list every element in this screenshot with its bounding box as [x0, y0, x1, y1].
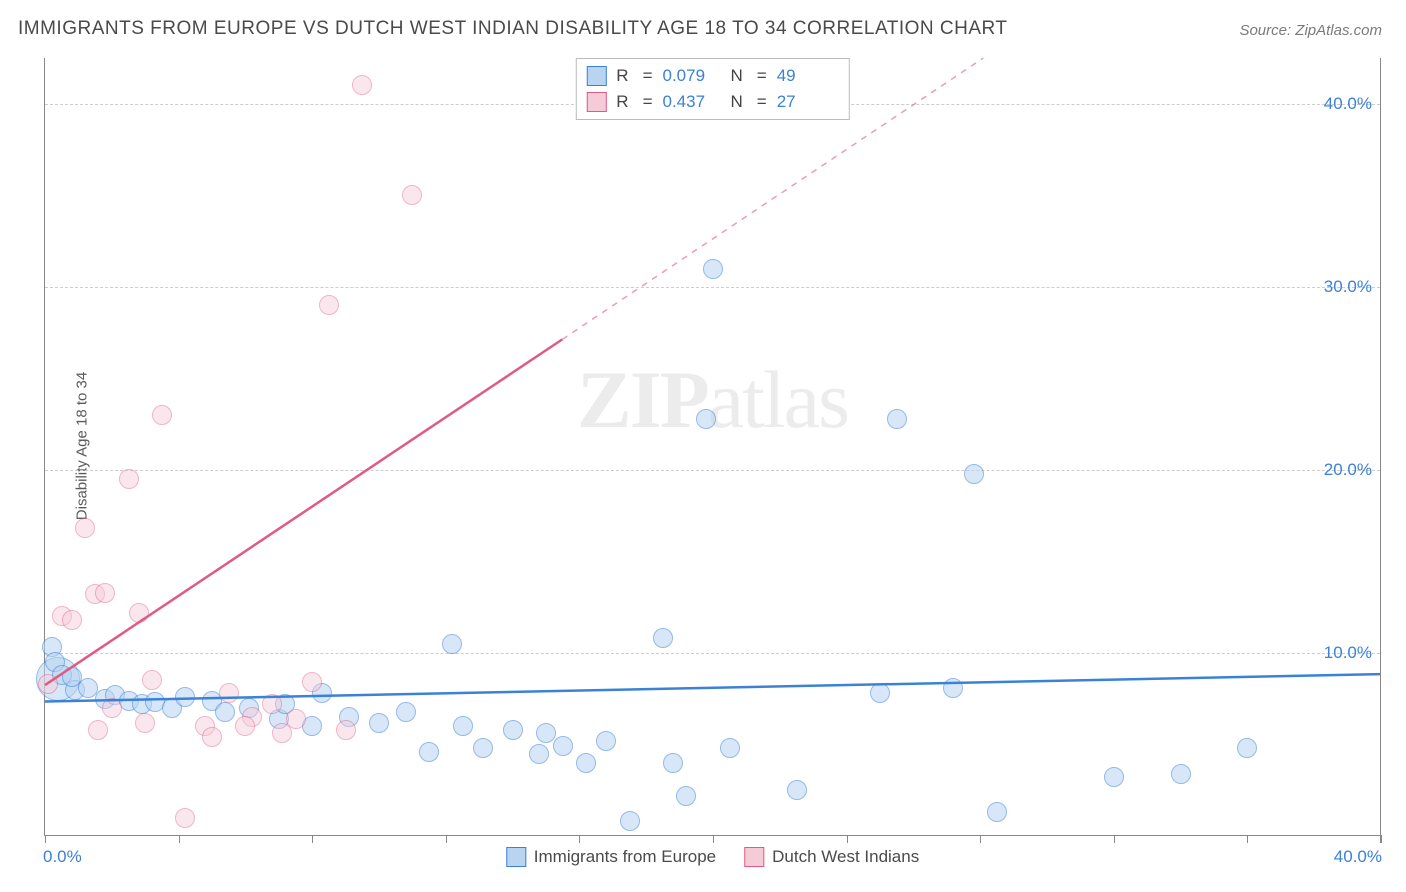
legend-eq: = [643, 89, 653, 115]
x-tick [713, 835, 714, 843]
x-tick [579, 835, 580, 843]
x-tick [45, 835, 46, 843]
legend-swatch [506, 847, 526, 867]
scatter-point [596, 731, 616, 751]
scatter-point [135, 713, 155, 733]
legend-swatch [586, 66, 606, 86]
scatter-point [175, 808, 195, 828]
scatter-point [696, 409, 716, 429]
x-tick [1381, 835, 1382, 843]
legend-eq: = [643, 63, 653, 89]
legend-item: Dutch West Indians [744, 847, 919, 867]
x-tick [446, 835, 447, 843]
chart-title: IMMIGRANTS FROM EUROPE VS DUTCH WEST IND… [18, 18, 1008, 40]
scatter-point [152, 405, 172, 425]
scatter-point [720, 738, 740, 758]
scatter-point [676, 786, 696, 806]
x-axis-min-label: 0.0% [43, 847, 82, 867]
legend-r-label: R [616, 89, 628, 115]
scatter-point [175, 687, 195, 707]
scatter-point [319, 295, 339, 315]
scatter-point [1104, 767, 1124, 787]
scatter-point [119, 469, 139, 489]
scatter-point [202, 727, 222, 747]
x-tick [1114, 835, 1115, 843]
scatter-point [473, 738, 493, 758]
x-tick [1247, 835, 1248, 843]
x-tick [847, 835, 848, 843]
legend-label: Dutch West Indians [772, 847, 919, 867]
scatter-point [964, 464, 984, 484]
legend-label: Immigrants from Europe [534, 847, 716, 867]
scatter-point [215, 702, 235, 722]
scatter-point [369, 713, 389, 733]
scatter-point [576, 753, 596, 773]
legend-eq: = [757, 63, 767, 89]
legend-r-value: 0.437 [663, 89, 721, 115]
scatter-point [262, 694, 282, 714]
scatter-point [503, 720, 523, 740]
scatter-point [38, 674, 58, 694]
legend-r-label: R [616, 63, 628, 89]
legend-n-value: 49 [777, 63, 835, 89]
scatter-point [1237, 738, 1257, 758]
legend-eq: = [757, 89, 767, 115]
scatter-point [336, 720, 356, 740]
legend-n-label: N [731, 63, 743, 89]
x-tick [980, 835, 981, 843]
scatter-point [88, 720, 108, 740]
scatter-point [235, 716, 255, 736]
legend-n-label: N [731, 89, 743, 115]
legend-swatch [586, 92, 606, 112]
scatter-points-layer [45, 58, 1380, 835]
scatter-point [703, 259, 723, 279]
x-tick [312, 835, 313, 843]
scatter-point [987, 802, 1007, 822]
x-tick [179, 835, 180, 843]
legend-row: R = 0.437 N = 27 [586, 89, 834, 115]
source-attribution: Source: ZipAtlas.com [1239, 22, 1382, 39]
scatter-point [453, 716, 473, 736]
legend-n-value: 27 [777, 89, 835, 115]
scatter-point [653, 628, 673, 648]
scatter-point [102, 698, 122, 718]
correlation-legend: R = 0.079 N = 49 R = 0.437 N = 27 [575, 58, 849, 120]
scatter-point [787, 780, 807, 800]
legend-item: Immigrants from Europe [506, 847, 716, 867]
scatter-point [142, 670, 162, 690]
legend-row: R = 0.079 N = 49 [586, 63, 834, 89]
legend-r-value: 0.079 [663, 63, 721, 89]
scatter-point [75, 518, 95, 538]
series-legend: Immigrants from Europe Dutch West Indians [506, 847, 919, 867]
right-axis-line [1380, 58, 1381, 843]
scatter-point [887, 409, 907, 429]
scatter-point [352, 75, 372, 95]
scatter-point [442, 634, 462, 654]
scatter-point [62, 610, 82, 630]
scatter-point [129, 603, 149, 623]
scatter-point [402, 185, 422, 205]
chart-plot-area: ZIPatlas 10.0%20.0%30.0%40.0% R=0.079N=4… [44, 58, 1380, 836]
scatter-point [302, 672, 322, 692]
scatter-point [943, 678, 963, 698]
x-axis-max-label: 40.0% [1334, 847, 1382, 867]
scatter-point [620, 811, 640, 831]
scatter-point [419, 742, 439, 762]
scatter-point [1171, 764, 1191, 784]
legend-swatch [744, 847, 764, 867]
scatter-point [219, 683, 239, 703]
scatter-point [95, 583, 115, 603]
scatter-point [286, 709, 306, 729]
scatter-point [529, 744, 549, 764]
scatter-point [870, 683, 890, 703]
scatter-point [663, 753, 683, 773]
scatter-point [553, 736, 573, 756]
scatter-point [396, 702, 416, 722]
